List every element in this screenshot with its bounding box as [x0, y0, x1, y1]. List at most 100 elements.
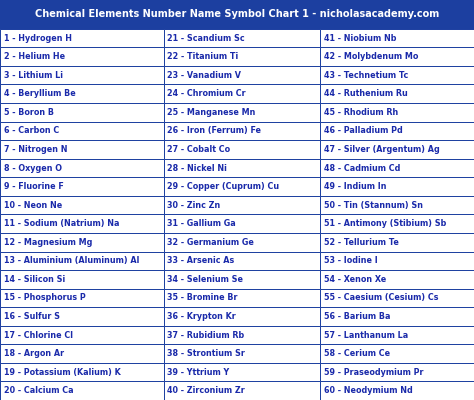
- Bar: [320, 122, 474, 140]
- Text: 40 - Zirconium Zr: 40 - Zirconium Zr: [167, 386, 245, 395]
- Bar: [0, 233, 164, 252]
- Text: Chemical Elements Number Name Symbol Chart 1 - nicholasacademy.com: Chemical Elements Number Name Symbol Cha…: [35, 10, 439, 20]
- Bar: [320, 233, 474, 252]
- Bar: [0, 159, 164, 177]
- Text: 23 - Vanadium V: 23 - Vanadium V: [167, 71, 241, 80]
- Text: 17 - Chlorine Cl: 17 - Chlorine Cl: [4, 330, 73, 340]
- Bar: [164, 122, 320, 140]
- Bar: [164, 214, 320, 233]
- Text: 20 - Calcium Ca: 20 - Calcium Ca: [4, 386, 73, 395]
- Text: 2 - Helium He: 2 - Helium He: [4, 52, 65, 61]
- Bar: [320, 196, 474, 214]
- Bar: [0, 270, 164, 289]
- Bar: [0, 103, 164, 122]
- Bar: [320, 363, 474, 382]
- Bar: [320, 29, 474, 47]
- Text: 59 - Praseodymium Pr: 59 - Praseodymium Pr: [324, 368, 423, 377]
- Bar: [320, 66, 474, 84]
- Text: 46 - Palladium Pd: 46 - Palladium Pd: [324, 126, 402, 135]
- Text: 47 - Silver (Argentum) Ag: 47 - Silver (Argentum) Ag: [324, 145, 439, 154]
- Text: 44 - Ruthenium Ru: 44 - Ruthenium Ru: [324, 89, 408, 98]
- Text: 5 - Boron B: 5 - Boron B: [4, 108, 54, 117]
- Bar: [164, 252, 320, 270]
- Text: 26 - Iron (Ferrum) Fe: 26 - Iron (Ferrum) Fe: [167, 126, 261, 135]
- Bar: [0, 66, 164, 84]
- Bar: [320, 214, 474, 233]
- Text: 55 - Caesium (Cesium) Cs: 55 - Caesium (Cesium) Cs: [324, 294, 438, 302]
- Text: 42 - Molybdenum Mo: 42 - Molybdenum Mo: [324, 52, 418, 61]
- Bar: [0, 289, 164, 307]
- Text: 18 - Argon Ar: 18 - Argon Ar: [4, 349, 64, 358]
- Text: 34 - Selenium Se: 34 - Selenium Se: [167, 275, 243, 284]
- Text: 14 - Silicon Si: 14 - Silicon Si: [4, 275, 65, 284]
- Bar: [0, 326, 164, 344]
- Text: 33 - Arsenic As: 33 - Arsenic As: [167, 256, 235, 265]
- Text: 19 - Potassium (Kalium) K: 19 - Potassium (Kalium) K: [4, 368, 120, 377]
- Bar: [0, 0, 474, 29]
- Text: 54 - Xenon Xe: 54 - Xenon Xe: [324, 275, 386, 284]
- Bar: [320, 140, 474, 159]
- Bar: [0, 140, 164, 159]
- Text: 9 - Fluorine F: 9 - Fluorine F: [4, 182, 64, 191]
- Bar: [0, 382, 164, 400]
- Bar: [164, 289, 320, 307]
- Text: 41 - Niobium Nb: 41 - Niobium Nb: [324, 34, 396, 42]
- Bar: [164, 66, 320, 84]
- Text: 51 - Antimony (Stibium) Sb: 51 - Antimony (Stibium) Sb: [324, 219, 446, 228]
- Text: 27 - Cobalt Co: 27 - Cobalt Co: [167, 145, 230, 154]
- Bar: [320, 177, 474, 196]
- Text: 4 - Beryllium Be: 4 - Beryllium Be: [4, 89, 75, 98]
- Bar: [164, 177, 320, 196]
- Text: 21 - Scandium Sc: 21 - Scandium Sc: [167, 34, 245, 42]
- Bar: [164, 344, 320, 363]
- Bar: [320, 270, 474, 289]
- Bar: [320, 103, 474, 122]
- Text: 3 - Lithium Li: 3 - Lithium Li: [4, 71, 63, 80]
- Bar: [164, 382, 320, 400]
- Text: 43 - Technetium Tc: 43 - Technetium Tc: [324, 71, 408, 80]
- Text: 36 - Krypton Kr: 36 - Krypton Kr: [167, 312, 236, 321]
- Bar: [0, 307, 164, 326]
- Bar: [164, 270, 320, 289]
- Text: 35 - Bromine Br: 35 - Bromine Br: [167, 294, 238, 302]
- Text: 31 - Gallium Ga: 31 - Gallium Ga: [167, 219, 236, 228]
- Bar: [320, 252, 474, 270]
- Bar: [320, 84, 474, 103]
- Bar: [164, 159, 320, 177]
- Text: 8 - Oxygen O: 8 - Oxygen O: [4, 164, 62, 172]
- Text: 25 - Manganese Mn: 25 - Manganese Mn: [167, 108, 255, 117]
- Bar: [164, 233, 320, 252]
- Bar: [0, 84, 164, 103]
- Text: 37 - Rubidium Rb: 37 - Rubidium Rb: [167, 330, 245, 340]
- Bar: [164, 326, 320, 344]
- Text: 50 - Tin (Stannum) Sn: 50 - Tin (Stannum) Sn: [324, 201, 423, 210]
- Text: 24 - Chromium Cr: 24 - Chromium Cr: [167, 89, 246, 98]
- Text: 30 - Zinc Zn: 30 - Zinc Zn: [167, 201, 220, 210]
- Text: 15 - Phosphorus P: 15 - Phosphorus P: [4, 294, 85, 302]
- Text: 7 - Nitrogen N: 7 - Nitrogen N: [4, 145, 67, 154]
- Text: 39 - Yttrium Y: 39 - Yttrium Y: [167, 368, 229, 377]
- Text: 49 - Indium In: 49 - Indium In: [324, 182, 386, 191]
- Bar: [164, 196, 320, 214]
- Bar: [0, 177, 164, 196]
- Text: 60 - Neodymium Nd: 60 - Neodymium Nd: [324, 386, 412, 395]
- Text: 6 - Carbon C: 6 - Carbon C: [4, 126, 59, 135]
- Text: 32 - Germanium Ge: 32 - Germanium Ge: [167, 238, 254, 247]
- Bar: [320, 159, 474, 177]
- Bar: [164, 363, 320, 382]
- Text: 22 - Titanium Ti: 22 - Titanium Ti: [167, 52, 238, 61]
- Text: 12 - Magnesium Mg: 12 - Magnesium Mg: [4, 238, 92, 247]
- Text: 16 - Sulfur S: 16 - Sulfur S: [4, 312, 60, 321]
- Bar: [164, 103, 320, 122]
- Bar: [164, 29, 320, 47]
- Bar: [320, 289, 474, 307]
- Text: 10 - Neon Ne: 10 - Neon Ne: [4, 201, 62, 210]
- Text: 48 - Cadmium Cd: 48 - Cadmium Cd: [324, 164, 400, 172]
- Bar: [0, 363, 164, 382]
- Bar: [164, 140, 320, 159]
- Bar: [320, 307, 474, 326]
- Bar: [320, 326, 474, 344]
- Bar: [320, 344, 474, 363]
- Bar: [0, 344, 164, 363]
- Text: 1 - Hydrogen H: 1 - Hydrogen H: [4, 34, 72, 42]
